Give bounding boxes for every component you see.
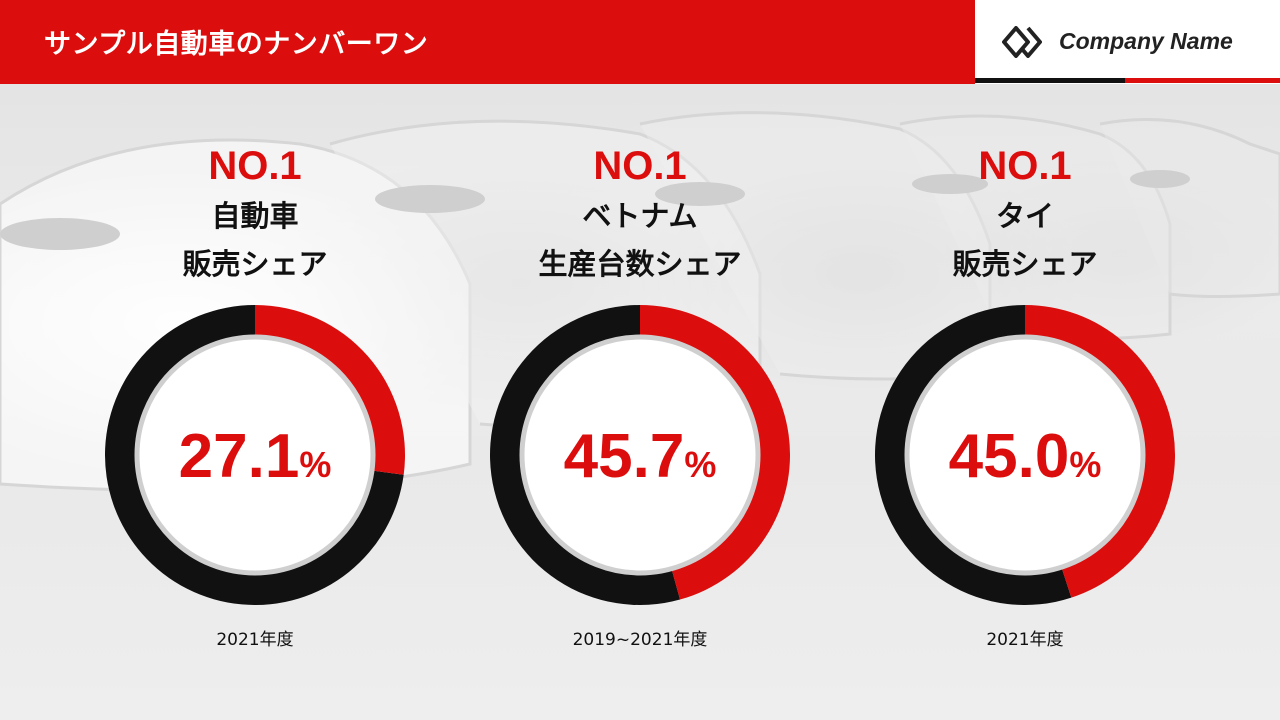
diamond-logo-icon (1002, 26, 1042, 58)
header-bar (0, 0, 975, 84)
rank-label: NO.1 (978, 144, 1072, 188)
category-line-2: 販売シェア (182, 247, 328, 281)
logo-underline-accent (1125, 78, 1280, 83)
donut-chart-auto-sales: 27.1% (105, 305, 405, 605)
percent-value: 45.7% (564, 422, 717, 491)
donut-share-segment (1025, 305, 1175, 598)
stat-auto-sales: NO.1 自動車 販売シェア (95, 140, 415, 288)
percent-number: 27.1 (179, 422, 300, 491)
donut-chart-vietnam-production: 45.7% (490, 305, 790, 605)
page-title: サンプル自動車のナンバーワン (44, 29, 429, 60)
period-label: 2019~2021年度 (572, 630, 708, 650)
stat-thailand-sales: NO.1 タイ 販売シェア (865, 140, 1185, 288)
donut-share-segment (640, 305, 790, 600)
period-label: 2021年度 (986, 630, 1064, 650)
period-label: 2021年度 (216, 630, 294, 650)
percent-value: 45.0% (949, 422, 1102, 491)
percent-number: 45.7 (564, 422, 685, 491)
donut-share-segment (255, 305, 405, 475)
percent-unit: % (684, 444, 716, 485)
stat-vietnam-production: NO.1 ベトナム 生産台数シェア (480, 140, 800, 288)
donut-center (134, 334, 376, 576)
donut-chart-thailand-sales: 45.0% (875, 305, 1175, 605)
category-line-2: 生産台数シェア (538, 247, 742, 281)
rank-label: NO.1 (593, 144, 687, 188)
rank-label: NO.1 (208, 144, 302, 188)
percent-value: 27.1% (179, 422, 332, 491)
donut-center (519, 334, 761, 576)
percent-unit: % (1069, 444, 1101, 485)
category-line-1: ベトナム (582, 199, 698, 233)
category-line-2: 販売シェア (952, 247, 1098, 281)
company-name: Company Name (1059, 28, 1233, 54)
donut-center (904, 334, 1146, 576)
category-line-1: タイ (995, 199, 1054, 233)
percent-unit: % (299, 444, 331, 485)
category-line-1: 自動車 (211, 199, 299, 233)
donut-remainder-segment (490, 305, 681, 605)
donut-remainder-segment (875, 305, 1072, 605)
logo-underline-dark (975, 78, 1125, 83)
percent-number: 45.0 (949, 422, 1070, 491)
